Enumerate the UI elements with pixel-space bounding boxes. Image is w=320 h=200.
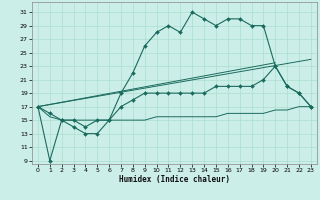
X-axis label: Humidex (Indice chaleur): Humidex (Indice chaleur) <box>119 175 230 184</box>
